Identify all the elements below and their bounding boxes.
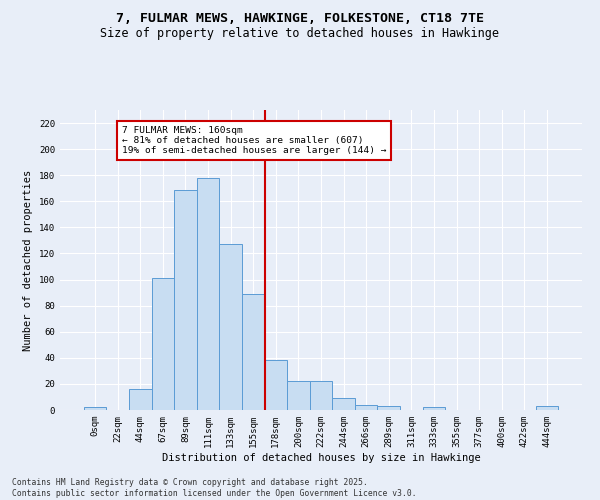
Bar (84, 408, 106, 410)
Bar (265, 360, 287, 410)
Text: 7, FULMAR MEWS, HAWKINGE, FOLKESTONE, CT18 7TE: 7, FULMAR MEWS, HAWKINGE, FOLKESTONE, CT… (116, 12, 484, 26)
Bar (197, 178, 220, 410)
Bar (152, 278, 174, 410)
X-axis label: Distribution of detached houses by size in Hawkinge: Distribution of detached houses by size … (161, 452, 481, 462)
Bar (174, 190, 197, 410)
Bar (536, 406, 558, 410)
Text: Size of property relative to detached houses in Hawkinge: Size of property relative to detached ho… (101, 28, 499, 40)
Bar (377, 406, 400, 410)
Bar (129, 389, 152, 410)
Text: Contains HM Land Registry data © Crown copyright and database right 2025.
Contai: Contains HM Land Registry data © Crown c… (12, 478, 416, 498)
Bar (422, 408, 445, 410)
Bar (310, 382, 332, 410)
Bar (355, 405, 377, 410)
Text: 7 FULMAR MEWS: 160sqm
← 81% of detached houses are smaller (607)
19% of semi-det: 7 FULMAR MEWS: 160sqm ← 81% of detached … (122, 126, 386, 156)
Bar (242, 294, 265, 410)
Bar (332, 398, 355, 410)
Bar (287, 382, 310, 410)
Y-axis label: Number of detached properties: Number of detached properties (23, 170, 34, 350)
Bar (220, 244, 242, 410)
